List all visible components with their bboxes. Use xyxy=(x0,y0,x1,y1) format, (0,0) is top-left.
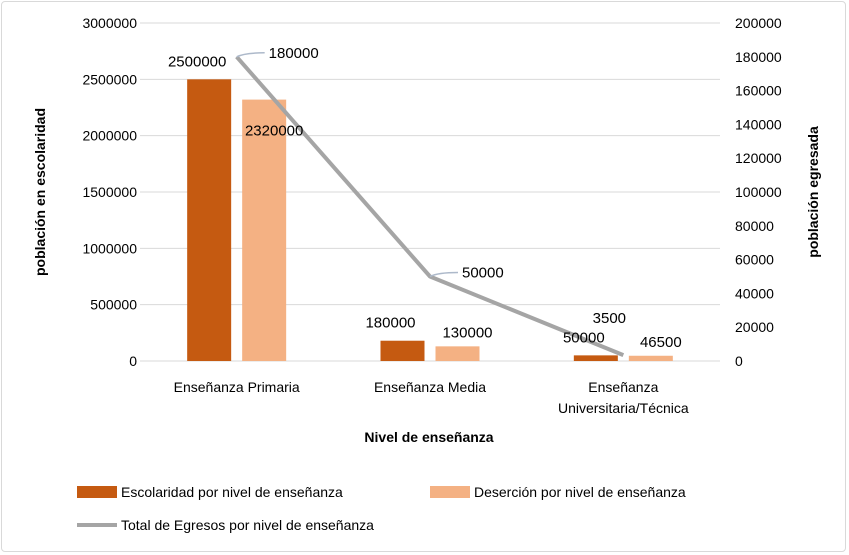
bar-escolaridad xyxy=(187,79,232,361)
y2-tick-label: 160000 xyxy=(735,83,782,99)
y2-tick-label: 200000 xyxy=(735,15,782,31)
line-data-label: 50000 xyxy=(462,265,504,282)
data-label: 2320000 xyxy=(245,123,303,140)
x-tick-label-line1: Enseñanza xyxy=(588,379,658,395)
y-tick-label: 1000000 xyxy=(82,240,137,256)
y2-tick-label: 120000 xyxy=(735,150,782,166)
y-tick-label: 1500000 xyxy=(82,184,137,200)
bar-escolaridad xyxy=(573,355,618,361)
line-data-label: 3500 xyxy=(593,310,626,327)
y2-tick-label: 0 xyxy=(735,353,743,369)
y-tick-label: 2500000 xyxy=(82,71,137,87)
data-label: 46500 xyxy=(640,334,682,351)
bar-escolaridad xyxy=(380,340,425,361)
leader-line xyxy=(236,52,265,58)
axes: 0500000100000015000002000000250000030000… xyxy=(82,15,781,416)
x-tick-label: Enseñanza Media xyxy=(374,379,486,395)
bars xyxy=(187,79,673,361)
y-tick-label: 2000000 xyxy=(82,128,137,144)
y2-tick-label: 20000 xyxy=(735,319,774,335)
legend: Escolaridad por nivel de enseñanza Deserc… xyxy=(77,484,686,533)
data-label: 2500000 xyxy=(168,53,226,70)
legend-label: Escolaridad por nivel de enseñanza xyxy=(121,484,343,500)
data-label: 130000 xyxy=(442,324,492,341)
line-series xyxy=(235,55,625,357)
x-axis-title: Nivel de enseñanza xyxy=(364,429,493,445)
bar-desercion xyxy=(628,355,673,361)
y2-tick-label: 40000 xyxy=(735,285,774,301)
x-tick-label: Enseñanza Primaria xyxy=(174,379,300,395)
data-label: 50000 xyxy=(563,329,605,346)
bar-desercion xyxy=(435,346,480,361)
y2-tick-label: 140000 xyxy=(735,116,782,132)
gridlines xyxy=(140,22,720,362)
leader-line xyxy=(429,271,459,278)
y-tick-label: 0 xyxy=(129,353,137,369)
data-labels: 2500000 180000 50000 2320000 130000 46500 1800… xyxy=(168,45,682,351)
y-tick-label: 3000000 xyxy=(82,15,137,31)
bar-desercion xyxy=(242,99,287,361)
y-axis-title: población en escolaridad xyxy=(32,108,48,276)
y2-tick-label: 60000 xyxy=(735,252,774,268)
line-data-label: 180000 xyxy=(269,45,319,62)
y2-tick-label: 100000 xyxy=(735,184,782,200)
x-tick-label-line2: Universitaria/Técnica xyxy=(558,400,689,416)
y2-tick-label: 180000 xyxy=(735,49,782,65)
legend-label: Total de Egresos por nivel de enseñanza xyxy=(121,517,374,533)
legend-swatch xyxy=(77,486,117,498)
line-egresos xyxy=(235,55,625,357)
legend-label: Deserción por nivel de enseñanza xyxy=(474,484,686,500)
y2-tick-label: 80000 xyxy=(735,218,774,234)
y2-axis-title: población egresada xyxy=(805,126,821,258)
legend-swatch xyxy=(430,486,470,498)
data-label: 180000 xyxy=(365,315,415,332)
y-tick-label: 500000 xyxy=(90,297,137,313)
